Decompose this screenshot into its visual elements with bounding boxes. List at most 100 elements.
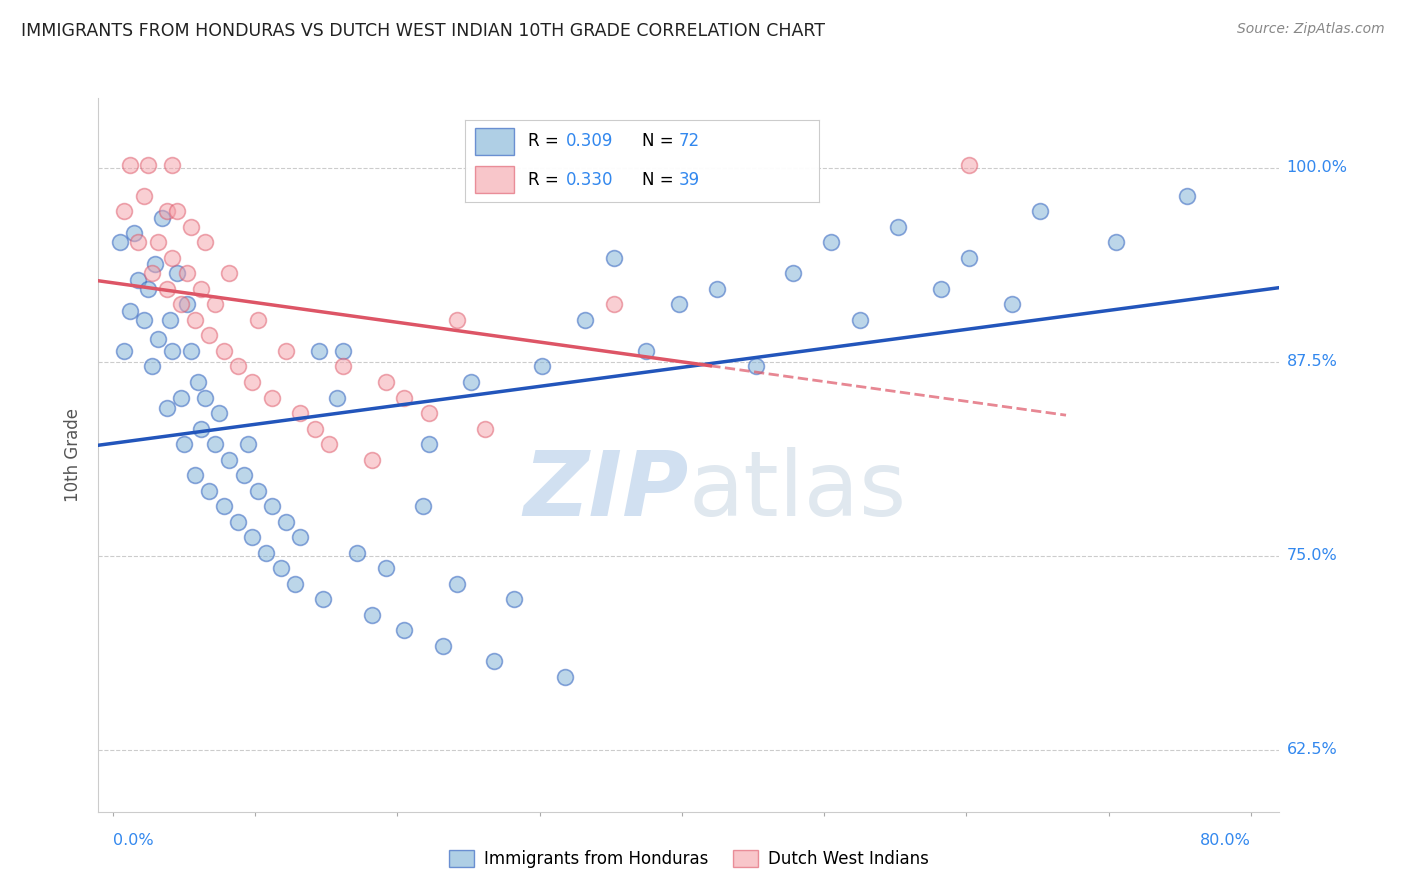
Point xyxy=(254,546,277,560)
Point xyxy=(412,499,434,513)
Point xyxy=(820,235,842,250)
Point xyxy=(346,546,368,560)
FancyBboxPatch shape xyxy=(475,128,515,155)
Text: R =: R = xyxy=(529,171,564,189)
Text: 75.0%: 75.0% xyxy=(1286,549,1337,563)
Point xyxy=(276,343,298,358)
FancyBboxPatch shape xyxy=(475,166,515,194)
Point xyxy=(602,251,624,265)
Point xyxy=(212,499,235,513)
Point xyxy=(170,297,193,311)
Point xyxy=(1105,235,1128,250)
Point xyxy=(374,561,396,575)
Point xyxy=(190,421,212,435)
Point xyxy=(204,437,226,451)
Point xyxy=(418,406,440,420)
Point xyxy=(418,437,440,451)
Point xyxy=(194,235,217,250)
Point xyxy=(184,468,207,483)
Point xyxy=(162,158,184,172)
Point xyxy=(156,204,179,219)
Point xyxy=(957,251,980,265)
Point xyxy=(332,343,354,358)
Text: 0.330: 0.330 xyxy=(565,171,613,189)
Point xyxy=(127,235,149,250)
Point xyxy=(602,297,624,311)
Point xyxy=(156,282,179,296)
Point xyxy=(929,282,952,296)
Text: ZIP: ZIP xyxy=(523,447,689,534)
Point xyxy=(308,343,330,358)
Point xyxy=(226,359,249,374)
Point xyxy=(326,391,349,405)
Point xyxy=(260,391,283,405)
Text: 0.0%: 0.0% xyxy=(112,833,153,848)
Point xyxy=(236,437,259,451)
Point xyxy=(246,313,269,327)
Point xyxy=(240,530,263,544)
Point xyxy=(887,219,910,234)
Point xyxy=(108,235,131,250)
Text: N =: N = xyxy=(641,171,679,189)
Point xyxy=(122,226,145,240)
Point xyxy=(190,282,212,296)
Point xyxy=(474,421,496,435)
Point xyxy=(143,257,166,271)
Y-axis label: 10th Grade: 10th Grade xyxy=(65,408,83,502)
Point xyxy=(531,359,554,374)
Point xyxy=(360,452,382,467)
Point xyxy=(284,576,307,591)
Point xyxy=(218,452,240,467)
Point xyxy=(173,437,195,451)
Point xyxy=(198,328,221,343)
Text: 80.0%: 80.0% xyxy=(1201,833,1251,848)
Point xyxy=(460,375,482,389)
Point xyxy=(1175,189,1198,203)
Legend: Immigrants from Honduras, Dutch West Indians: Immigrants from Honduras, Dutch West Ind… xyxy=(441,843,936,875)
Point xyxy=(260,499,283,513)
Point xyxy=(184,313,207,327)
Point xyxy=(132,189,155,203)
Point xyxy=(204,297,226,311)
Point xyxy=(118,303,141,318)
Point xyxy=(312,592,335,607)
Point xyxy=(1001,297,1024,311)
Text: 72: 72 xyxy=(679,132,700,150)
Point xyxy=(176,297,198,311)
Point xyxy=(332,359,354,374)
Point xyxy=(218,267,240,281)
Point xyxy=(270,561,292,575)
Text: R =: R = xyxy=(529,132,564,150)
Point xyxy=(136,158,159,172)
Point xyxy=(176,267,198,281)
Point xyxy=(240,375,263,389)
Point xyxy=(141,267,163,281)
Point xyxy=(394,391,416,405)
Point xyxy=(156,401,179,416)
Text: N =: N = xyxy=(641,132,679,150)
Point xyxy=(127,272,149,286)
Point xyxy=(159,313,181,327)
Point xyxy=(180,219,202,234)
Point xyxy=(136,282,159,296)
Point xyxy=(246,483,269,498)
Point xyxy=(782,267,804,281)
Point xyxy=(290,406,312,420)
Text: 87.5%: 87.5% xyxy=(1286,354,1337,369)
Point xyxy=(360,607,382,622)
Text: 0.309: 0.309 xyxy=(565,132,613,150)
Point xyxy=(148,235,170,250)
Point xyxy=(276,515,298,529)
Point xyxy=(957,158,980,172)
Point xyxy=(232,468,254,483)
Point xyxy=(187,375,209,389)
Point xyxy=(112,204,135,219)
Point xyxy=(318,437,340,451)
Point xyxy=(212,343,235,358)
Point xyxy=(668,297,690,311)
Text: 39: 39 xyxy=(679,171,700,189)
Point xyxy=(374,375,396,389)
Point xyxy=(118,158,141,172)
Point xyxy=(304,421,326,435)
Text: atlas: atlas xyxy=(689,447,907,534)
